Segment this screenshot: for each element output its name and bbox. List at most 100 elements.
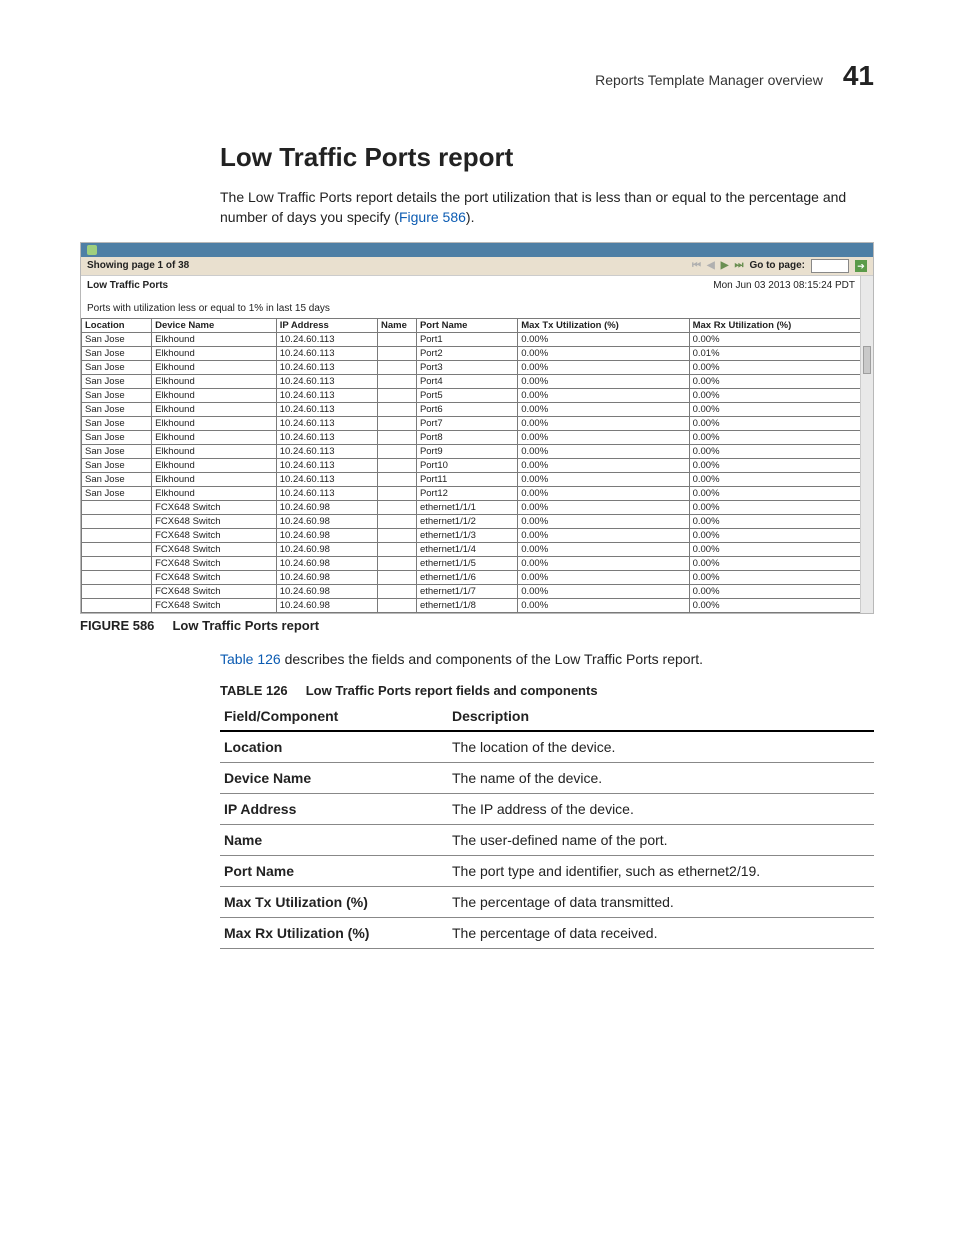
table-cell: Port9 [416,444,517,458]
column-header: Max Rx Utilization (%) [689,318,860,332]
paging-nav: ⏮ ◀ ▶ ⏭ Go to page: ➔ [692,259,867,273]
page-header: Reports Template Manager overview 41 [80,60,874,92]
table-cell: 0.00% [689,402,860,416]
desc-description: The percentage of data transmitted. [448,886,874,917]
column-header: Max Tx Utilization (%) [518,318,689,332]
table-row: San JoseElkhound10.24.60.113Port80.00%0.… [82,430,861,444]
table-cell: ethernet1/1/2 [416,514,517,528]
table-cell: 0.00% [689,388,860,402]
table-row: San JoseElkhound10.24.60.113Port90.00%0.… [82,444,861,458]
table-row: FCX648 Switch10.24.60.98ethernet1/1/60.0… [82,570,861,584]
table-cell: 10.24.60.113 [276,458,377,472]
table-cell: Port3 [416,360,517,374]
table-cell: 0.00% [518,584,689,598]
table-cell [378,444,417,458]
table-row: San JoseElkhound10.24.60.113Port40.00%0.… [82,374,861,388]
table-cell: 0.00% [689,430,860,444]
table-cell: 0.00% [689,598,860,612]
next-page-icon[interactable]: ▶ [721,260,729,271]
paging-bar: Showing page 1 of 38 ⏮ ◀ ▶ ⏭ Go to page:… [81,257,873,276]
table-cell: 10.24.60.98 [276,570,377,584]
scrollbar[interactable] [860,276,873,613]
table-row: San JoseElkhound10.24.60.113Port50.00%0.… [82,388,861,402]
table-cell: Port2 [416,346,517,360]
table-cell: 10.24.60.98 [276,542,377,556]
table-cell: Elkhound [152,388,277,402]
table-cell: Port10 [416,458,517,472]
table-row: FCX648 Switch10.24.60.98ethernet1/1/80.0… [82,598,861,612]
table-cell: 10.24.60.98 [276,500,377,514]
table-row: FCX648 Switch10.24.60.98ethernet1/1/70.0… [82,584,861,598]
table-cell: 10.24.60.113 [276,346,377,360]
table-cell: Port7 [416,416,517,430]
table-cell: 10.24.60.113 [276,360,377,374]
desc-field: Location [220,731,448,763]
desc-field: Name [220,824,448,855]
table-row: FCX648 Switch10.24.60.98ethernet1/1/30.0… [82,528,861,542]
table-cell [378,486,417,500]
figure-label: FIGURE 586 [80,618,154,633]
table-cell: 0.00% [518,458,689,472]
table-cell: FCX648 Switch [152,528,277,542]
intro-text: The Low Traffic Ports report details the… [220,189,846,225]
table-cell: 10.24.60.113 [276,486,377,500]
table-cell: 0.00% [518,430,689,444]
table-row: FCX648 Switch10.24.60.98ethernet1/1/20.0… [82,514,861,528]
table-cell [82,542,152,556]
last-page-icon[interactable]: ⏭ [734,260,743,271]
table-cell: Port1 [416,332,517,346]
table-cell: 0.00% [689,486,860,500]
desc-header-desc: Description [448,702,874,731]
table-cell [82,514,152,528]
table-cell [378,332,417,346]
table-link[interactable]: Table 126 [220,651,281,667]
table-cell: San Jose [82,416,152,430]
table-cell: Port8 [416,430,517,444]
table-cell: 0.00% [689,500,860,514]
table-cell: Elkhound [152,444,277,458]
table-cell: 0.00% [689,332,860,346]
table-cell: 0.00% [689,416,860,430]
table-cell: 10.24.60.113 [276,472,377,486]
table-cell: 0.00% [689,542,860,556]
table-cell [378,388,417,402]
table-row: San JoseElkhound10.24.60.113Port110.00%0… [82,472,861,486]
table-cell: Elkhound [152,458,277,472]
table-cell: 10.24.60.113 [276,332,377,346]
goto-page-button[interactable]: ➔ [855,260,867,272]
table-row: San JoseElkhound10.24.60.113Port120.00%0… [82,486,861,500]
description-table: Field/Component Description LocationThe … [220,702,874,949]
table-cell [378,346,417,360]
figure-link[interactable]: Figure 586 [399,209,466,225]
table-cell [378,500,417,514]
table-cell: Port11 [416,472,517,486]
table-cell [378,556,417,570]
table-cell: San Jose [82,332,152,346]
desc-field: IP Address [220,793,448,824]
table-cell: 0.00% [518,542,689,556]
table-caption-text: Low Traffic Ports report fields and comp… [306,683,598,698]
desc-row: Max Rx Utilization (%)The percentage of … [220,917,874,948]
section-title: Low Traffic Ports report [220,142,874,173]
column-header: Device Name [152,318,277,332]
table-cell: San Jose [82,444,152,458]
table-cell: 0.00% [689,458,860,472]
table-cell: 0.00% [518,402,689,416]
table-cell: ethernet1/1/1 [416,500,517,514]
table-cell: Elkhound [152,402,277,416]
first-page-icon[interactable]: ⏮ [692,260,701,271]
desc-description: The port type and identifier, such as et… [448,855,874,886]
prev-page-icon[interactable]: ◀ [707,260,715,271]
refresh-icon[interactable] [87,245,97,255]
table-cell [378,458,417,472]
table-cell: 0.00% [689,360,860,374]
goto-page-input[interactable] [811,259,849,273]
table-cell: 0.00% [518,332,689,346]
table-row: San JoseElkhound10.24.60.113Port30.00%0.… [82,360,861,374]
table-cell: FCX648 Switch [152,500,277,514]
table-cell: ethernet1/1/7 [416,584,517,598]
table-row: San JoseElkhound10.24.60.113Port60.00%0.… [82,402,861,416]
section-intro: The Low Traffic Ports report details the… [220,187,874,228]
table-cell [378,570,417,584]
table-cell [378,402,417,416]
